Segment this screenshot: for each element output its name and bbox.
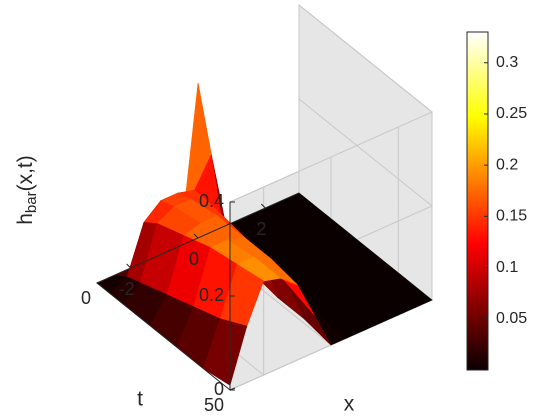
- colorbar-tick-label: 0.05: [496, 310, 527, 327]
- y-tick: [96, 280, 103, 284]
- y-tick: [229, 387, 236, 391]
- y-tick-label: 0: [81, 288, 91, 308]
- y-tick-label: 50: [204, 395, 224, 415]
- axes-walls: [96, 3, 433, 391]
- z-tick-label: 0.2: [199, 285, 224, 305]
- z-tick-label: 0: [214, 379, 224, 399]
- colorbar-tick-label: 0.15: [496, 208, 527, 225]
- z-label-base: h: [14, 213, 37, 225]
- colorbar-tick-label: 0.1: [496, 259, 518, 276]
- z-label-rest: (x,t): [14, 155, 37, 191]
- z-label-sub: bar: [23, 191, 40, 213]
- x-tick-label: 0: [189, 249, 199, 269]
- colorbar-tick-label: 0.25: [496, 105, 527, 122]
- z-axis-label: hbar(x,t): [14, 155, 40, 225]
- x-tick-label: -2: [119, 279, 135, 299]
- x-tick: [260, 203, 266, 209]
- colorbar: 0.05 0.1 0.15 0.2 0.25 0.3: [466, 31, 527, 371]
- x-tick-label: 2: [256, 219, 266, 239]
- z-tick-label: 0.4: [199, 191, 224, 211]
- surface-patch: [203, 318, 248, 386]
- x-tick: [126, 263, 132, 269]
- y-axis-label: t: [137, 388, 143, 411]
- surface: [96, 82, 433, 386]
- colorbar-tick-label: 0.2: [496, 156, 518, 173]
- colorbar-tick-label: 0.3: [496, 54, 518, 71]
- x-tick: [193, 233, 199, 239]
- x-axis-label: x: [344, 393, 355, 416]
- colorbar-scale: [466, 31, 489, 371]
